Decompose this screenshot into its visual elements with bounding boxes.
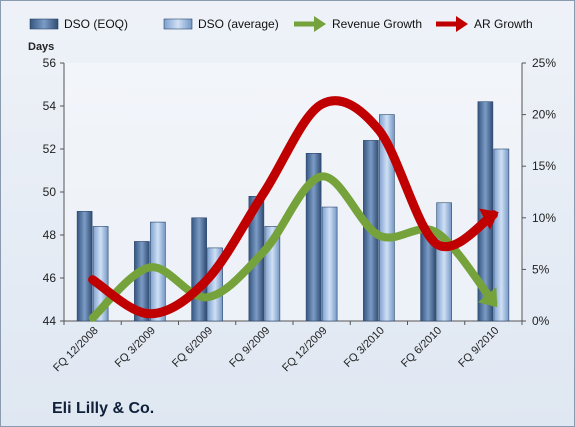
right-tick-label: 10%	[532, 211, 556, 225]
left-tick-label: 44	[43, 314, 57, 328]
x-tick-label: FQ 3/2009	[113, 325, 158, 370]
left-axis-title: Days	[28, 41, 54, 53]
x-tick-label: FQ 9/2010	[456, 325, 501, 370]
bar-dso-eoq	[134, 241, 150, 322]
legend-dso-average-swatch	[163, 18, 193, 30]
legend-dso-eoq-swatch	[29, 18, 59, 30]
x-tick-label: FQ 9/2009	[227, 325, 272, 370]
x-tick-label: FQ 6/2010	[399, 325, 444, 370]
bar-dso-average	[379, 114, 395, 322]
right-tick-label: 15%	[532, 159, 556, 173]
legend-dso-average-label: DSO (average)	[198, 17, 279, 31]
x-tick-label: FQ 6/2009	[170, 325, 215, 370]
legend-dso-eoq-label: DSO (EOQ)	[64, 17, 128, 31]
company-name: Eli Lilly & Co.	[52, 400, 155, 417]
x-tick-label: FQ 3/2010	[342, 325, 387, 370]
left-tick-label: 52	[43, 142, 57, 156]
legend-ar-growth-label: AR Growth	[474, 17, 533, 31]
left-tick-label: 48	[43, 228, 57, 242]
revenue-growth-arrowhead	[477, 287, 498, 308]
bar-dso-eoq	[76, 211, 93, 322]
left-tick-label: 46	[43, 271, 57, 285]
bar-dso-average	[436, 202, 452, 322]
bar-dso-eoq	[305, 153, 322, 322]
right-tick-label: 5%	[532, 262, 550, 276]
legend-revenue-growth-label: Revenue Growth	[332, 17, 422, 31]
right-tick-label: 0%	[532, 314, 550, 328]
plot-area	[64, 63, 522, 321]
legend-revenue-growth-arrowhead	[314, 16, 326, 32]
bar-dso-average	[321, 206, 338, 322]
ar-growth-arrowhead	[479, 208, 499, 230]
bar-dso-average	[493, 148, 510, 322]
legend-ar-growth-arrowhead	[456, 16, 468, 32]
bar-dso-average	[92, 226, 109, 322]
right-tick-label: 25%	[532, 56, 556, 70]
ar-growth-line	[88, 96, 498, 319]
x-tick-label: FQ 12/2009	[280, 325, 330, 375]
x-tick-label: FQ 12/2008	[51, 325, 101, 375]
left-tick-label: 54	[43, 99, 57, 113]
left-tick-label: 50	[43, 185, 57, 199]
revenue-growth-line	[88, 172, 498, 322]
bar-dso-eoq	[191, 217, 207, 322]
left-tick-label: 56	[43, 56, 57, 70]
right-tick-label: 20%	[532, 108, 556, 122]
